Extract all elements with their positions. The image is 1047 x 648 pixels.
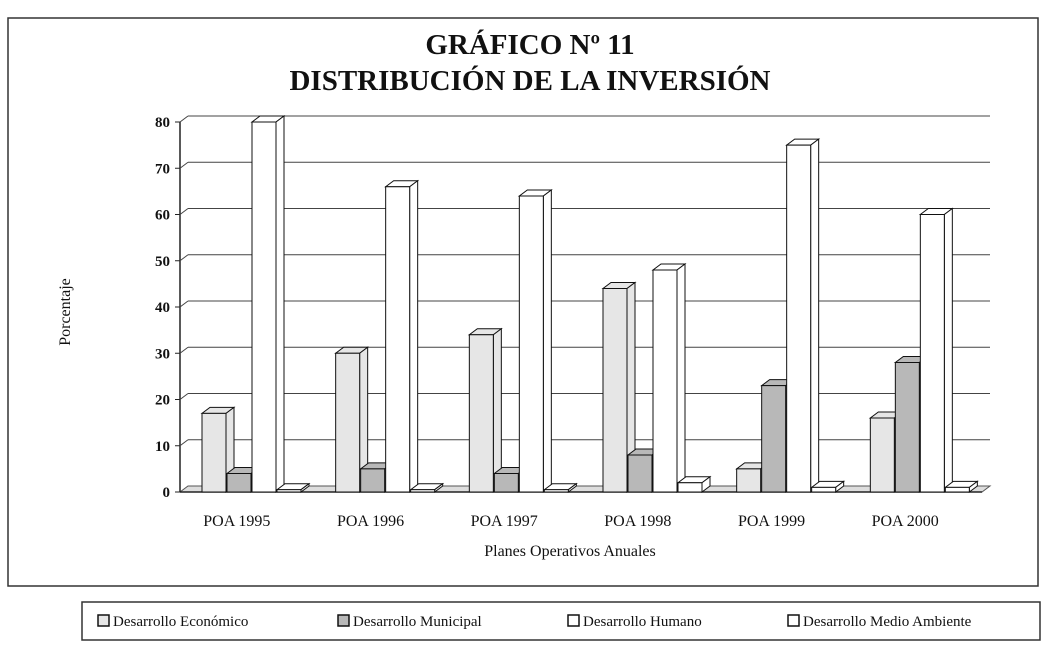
bar-front <box>251 121 277 493</box>
bar-front <box>761 385 787 493</box>
x-tick-label: POA 1997 <box>471 513 538 530</box>
y-tick-label: 60 <box>155 208 170 224</box>
bar <box>918 207 954 493</box>
x-axis-label: Planes Operativos Anuales <box>484 543 656 560</box>
x-tick-label: POA 2000 <box>872 513 939 530</box>
bar-front <box>652 269 678 493</box>
bar-front <box>518 195 544 493</box>
legend-label: Desarrollo Municipal <box>353 614 482 630</box>
bar-side <box>542 189 552 493</box>
y-tick-label: 10 <box>155 439 170 455</box>
y-tick-label: 20 <box>155 393 170 409</box>
y-axis-label: Porcentaje <box>57 278 74 346</box>
x-tick-label: POA 1999 <box>738 513 805 530</box>
y-tick-label: 0 <box>163 485 171 501</box>
bar-front <box>736 468 762 493</box>
legend-label: Desarrollo Humano <box>583 614 702 630</box>
bar-front <box>410 489 436 493</box>
bar <box>542 482 578 493</box>
chart-subtitle: DISTRIBUCIÓN DE LA INVERSIÓN <box>289 64 770 97</box>
y-tick-label: 40 <box>155 300 170 316</box>
bar <box>275 482 311 493</box>
bar <box>943 480 979 493</box>
y-tick-label: 50 <box>155 254 170 270</box>
bar-side <box>943 207 953 493</box>
bar-front <box>919 214 945 493</box>
y-tick-label: 70 <box>155 161 170 177</box>
legend-swatch <box>97 614 110 627</box>
bar <box>384 179 420 493</box>
bar <box>651 263 687 493</box>
bar-front <box>602 288 628 493</box>
bar-front <box>385 186 411 493</box>
bar-front <box>811 486 837 493</box>
bar-front <box>627 454 653 493</box>
grid-diag <box>179 393 189 400</box>
bar <box>785 138 821 493</box>
legend-label: Desarrollo Medio Ambiente <box>803 614 972 630</box>
bar <box>409 482 445 493</box>
bar <box>810 480 846 493</box>
x-tick-label: POA 1998 <box>604 513 671 530</box>
grid-diag <box>179 115 189 123</box>
bar-front <box>468 334 494 493</box>
bar <box>334 346 370 493</box>
bar-side <box>810 138 820 493</box>
chart-title: GRÁFICO Nº 11 <box>425 28 634 61</box>
bar-front <box>335 352 361 493</box>
chart-frame <box>7 17 1039 587</box>
legend-swatch <box>787 614 800 627</box>
y-tick-label: 30 <box>155 346 170 362</box>
bar-front <box>869 417 895 493</box>
bar <box>517 189 553 493</box>
grid-diag <box>179 346 189 354</box>
bar-front <box>360 468 386 493</box>
bar <box>200 406 236 493</box>
legend-label: Desarrollo Económico <box>113 614 248 630</box>
bar-front <box>894 362 920 493</box>
bar-side <box>409 179 419 493</box>
x-tick-label: POA 1996 <box>337 513 404 530</box>
grid-diag <box>179 439 189 447</box>
bar-front <box>677 482 703 493</box>
grid-diag <box>179 300 189 308</box>
bar-front <box>201 412 227 493</box>
legend-swatch <box>567 614 580 627</box>
grid-diag <box>179 254 189 262</box>
x-tick-label: POA 1995 <box>203 513 270 530</box>
bar-front <box>944 486 970 493</box>
bar-front <box>276 489 302 493</box>
bar-side <box>275 115 285 493</box>
bar-front <box>543 489 569 493</box>
legend-swatch <box>337 614 350 627</box>
bar-front <box>226 473 252 493</box>
bar-side <box>676 263 686 493</box>
grid-diag <box>179 161 189 169</box>
grid-diag <box>179 208 189 215</box>
bar <box>250 115 286 493</box>
bar-side <box>492 327 502 493</box>
legend-frame <box>81 601 1041 641</box>
bar <box>467 327 503 493</box>
y-tick-label: 80 <box>155 115 170 131</box>
bar-front <box>493 473 519 493</box>
bar <box>676 475 712 493</box>
bar-front <box>786 144 812 493</box>
